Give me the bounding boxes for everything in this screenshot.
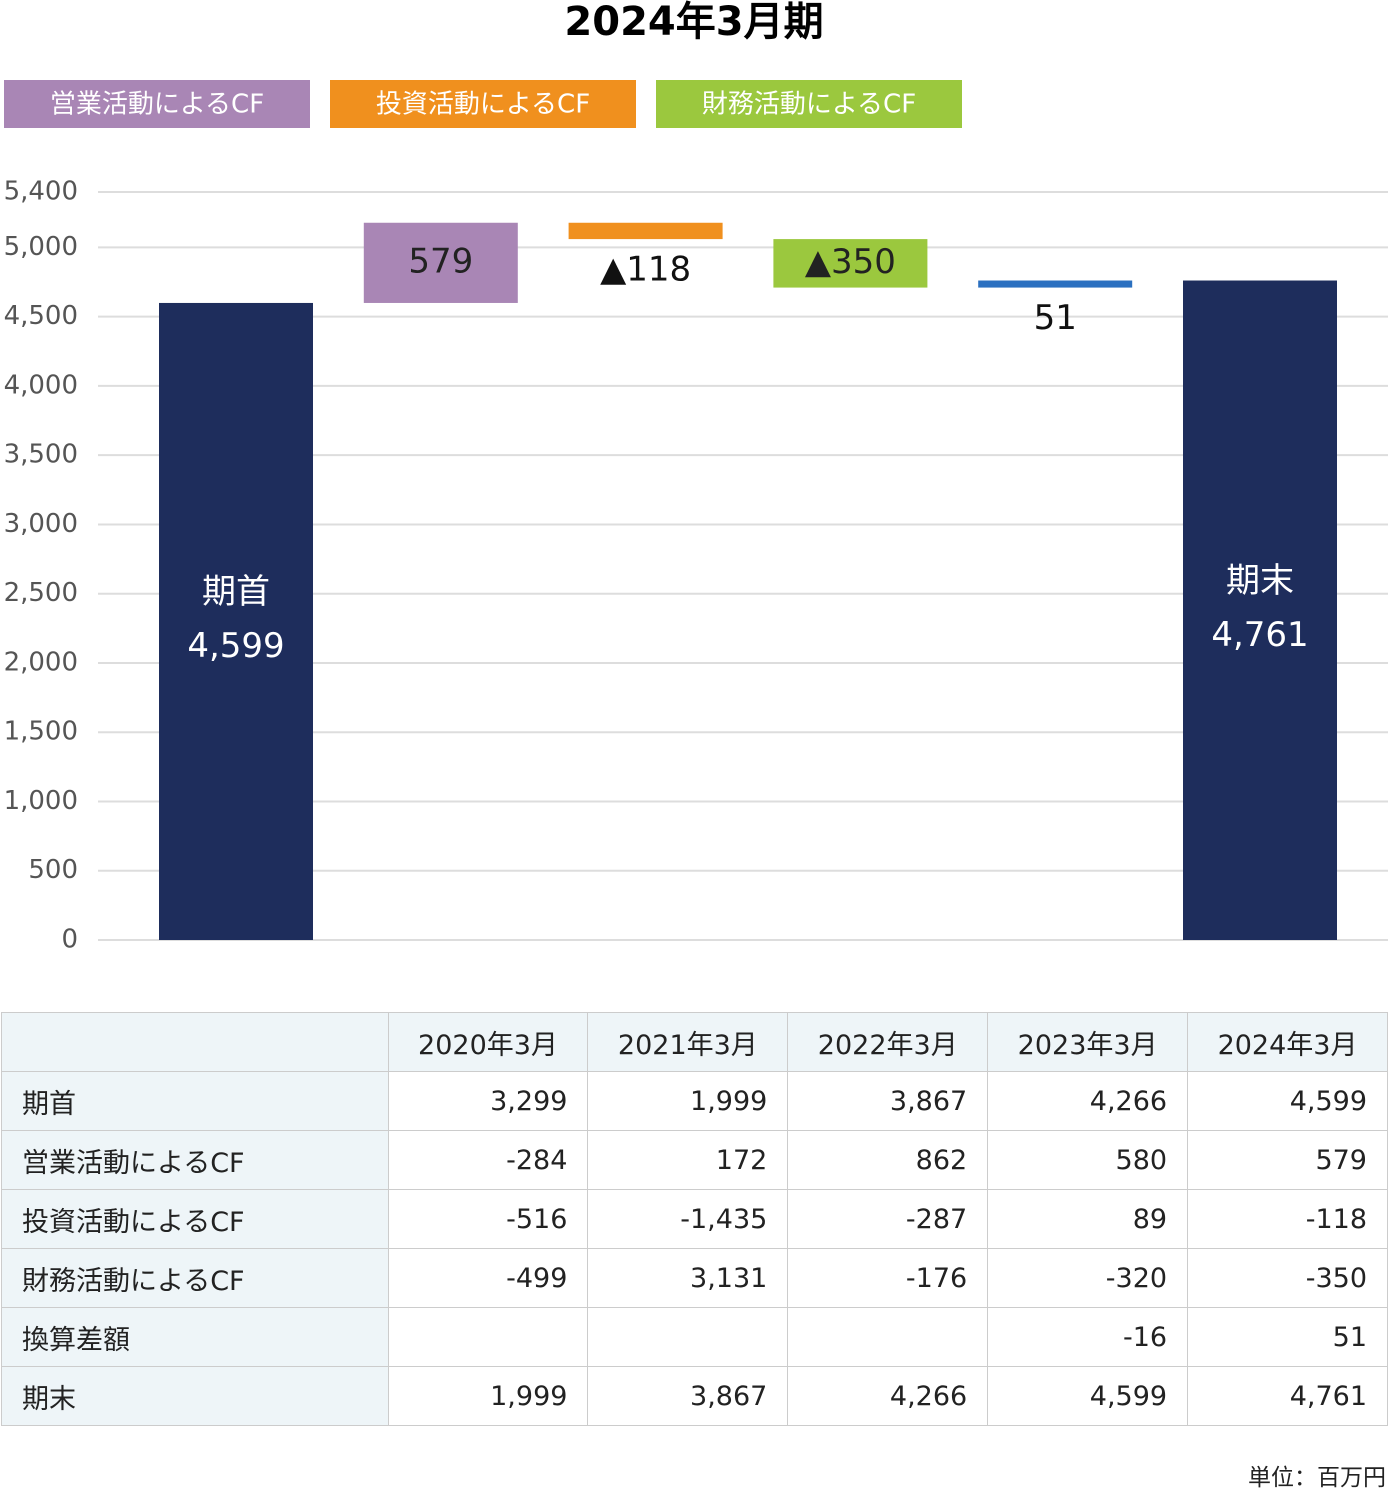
bar-category-label: 期末 bbox=[1226, 561, 1294, 601]
table-row: 財務活動によるCF -499 3,131 -176 -320 -350 bbox=[1, 1248, 1388, 1308]
row-label: 財務活動によるCF bbox=[1, 1248, 389, 1308]
y-tick-label: 0 bbox=[61, 925, 78, 955]
chart: 2024年3月期 営業活動によるCF 投資活動によるCF 財務活動によるCF 0 500… bbox=[4, 0, 1388, 955]
table-row: 営業活動によるCF -284 172 862 580 579 bbox=[1, 1130, 1388, 1190]
table-cell: -176 bbox=[787, 1248, 989, 1308]
table-cell: 862 bbox=[787, 1130, 989, 1190]
column-header: 2020年3月 bbox=[387, 1012, 589, 1072]
table-cell: -350 bbox=[1187, 1248, 1388, 1308]
header-row: 2020年3月 2021年3月 2022年3月 2023年3月 2024年3月 bbox=[1, 1012, 1388, 1072]
y-tick-label: 5,400 bbox=[4, 177, 78, 207]
table-cell: 3,299 bbox=[387, 1071, 589, 1131]
table-cell: 4,266 bbox=[787, 1366, 989, 1426]
table-cell: -16 bbox=[987, 1307, 1189, 1367]
row-label: 営業活動によるCF bbox=[1, 1130, 389, 1190]
column-header: 2021年3月 bbox=[587, 1012, 789, 1072]
y-tick-label: 2,500 bbox=[4, 578, 78, 608]
legend-swatch bbox=[656, 80, 962, 128]
table-cell: 4,266 bbox=[987, 1071, 1189, 1131]
y-tick-label: 3,500 bbox=[4, 440, 78, 470]
column-header: 2022年3月 bbox=[787, 1012, 989, 1072]
table-row: 期末 1,999 3,867 4,266 4,599 4,761 bbox=[1, 1366, 1388, 1426]
table-cell: -287 bbox=[787, 1189, 989, 1249]
y-tick-label: 1,000 bbox=[4, 786, 78, 816]
table-cell: -499 bbox=[387, 1248, 589, 1308]
y-tick-label: 500 bbox=[28, 855, 78, 885]
table-cell: -118 bbox=[1187, 1189, 1388, 1249]
table-cell: 89 bbox=[987, 1189, 1189, 1249]
y-tick-label: 1,500 bbox=[4, 717, 78, 747]
y-tick-label: 4,500 bbox=[4, 301, 78, 331]
table-cell: 172 bbox=[587, 1130, 789, 1190]
value-label: ▲118 bbox=[600, 250, 691, 290]
table-cell: 51 bbox=[1187, 1307, 1388, 1367]
legend-label: 投資活動によるCF bbox=[376, 90, 590, 120]
value-label: ▲350 bbox=[805, 242, 896, 282]
bar bbox=[363, 222, 518, 303]
table-cell: 579 bbox=[1187, 1130, 1388, 1190]
table-cell: 4,599 bbox=[987, 1366, 1189, 1426]
table-cell: 4,761 bbox=[1187, 1366, 1388, 1426]
y-tick-label: 2,000 bbox=[4, 647, 78, 677]
table-cell bbox=[787, 1307, 989, 1367]
table-cell bbox=[587, 1307, 789, 1367]
table-row: 換算差額 -16 51 bbox=[1, 1307, 1388, 1367]
chart-title: 2024年3月期 bbox=[564, 0, 823, 45]
data-table: 2020年3月 2021年3月 2022年3月 2023年3月 2024年3月 期首 3,2… bbox=[1, 1012, 1388, 1426]
legend-label: 財務活動によるCF bbox=[702, 90, 916, 120]
y-tick-label: 5,000 bbox=[4, 232, 78, 262]
bar bbox=[1183, 280, 1337, 941]
table-cell: -1,435 bbox=[587, 1189, 789, 1249]
value-label: 579 bbox=[408, 241, 473, 281]
bar bbox=[159, 302, 313, 940]
column-header: 2023年3月 bbox=[987, 1012, 1189, 1072]
value-label: 4,761 bbox=[1211, 615, 1308, 655]
y-tick-label: 4,000 bbox=[4, 370, 78, 400]
row-label: 換算差額 bbox=[1, 1307, 389, 1367]
table-cell: 580 bbox=[987, 1130, 1189, 1190]
table-cell: 3,867 bbox=[587, 1366, 789, 1426]
row-label: 期末 bbox=[1, 1366, 389, 1426]
table-cell: -516 bbox=[387, 1189, 589, 1249]
legend-label: 営業活動によるCF bbox=[50, 90, 264, 120]
value-label: 51 bbox=[1034, 298, 1077, 338]
table-cell: -284 bbox=[387, 1130, 589, 1190]
table-cell: 4,599 bbox=[1187, 1071, 1388, 1131]
table-cell: 3,131 bbox=[587, 1248, 789, 1308]
corner-cell bbox=[1, 1012, 389, 1072]
bar bbox=[773, 239, 928, 288]
y-tick-label: 3,000 bbox=[4, 509, 78, 539]
table-cell: -320 bbox=[987, 1248, 1189, 1308]
legend-swatch bbox=[4, 80, 310, 128]
value-label: 4,599 bbox=[187, 626, 284, 666]
table-row: 投資活動によるCF -516 -1,435 -287 89 -118 bbox=[1, 1189, 1388, 1249]
table-row: 期首 3,299 1,999 3,867 4,266 4,599 bbox=[1, 1071, 1388, 1131]
table-cell bbox=[387, 1307, 589, 1367]
row-label: 投資活動によるCF bbox=[1, 1189, 389, 1249]
bar bbox=[568, 222, 723, 240]
row-label: 期首 bbox=[1, 1071, 389, 1131]
table-cell: 1,999 bbox=[587, 1071, 789, 1131]
legend-swatch bbox=[330, 80, 636, 128]
table-cell: 3,867 bbox=[787, 1071, 989, 1131]
bar bbox=[978, 280, 1133, 288]
column-header: 2024年3月 bbox=[1187, 1012, 1388, 1072]
table-cell: 1,999 bbox=[387, 1366, 589, 1426]
unit-note: 単位：百万円 bbox=[1248, 1465, 1386, 1491]
bar-category-label: 期首 bbox=[202, 572, 270, 612]
